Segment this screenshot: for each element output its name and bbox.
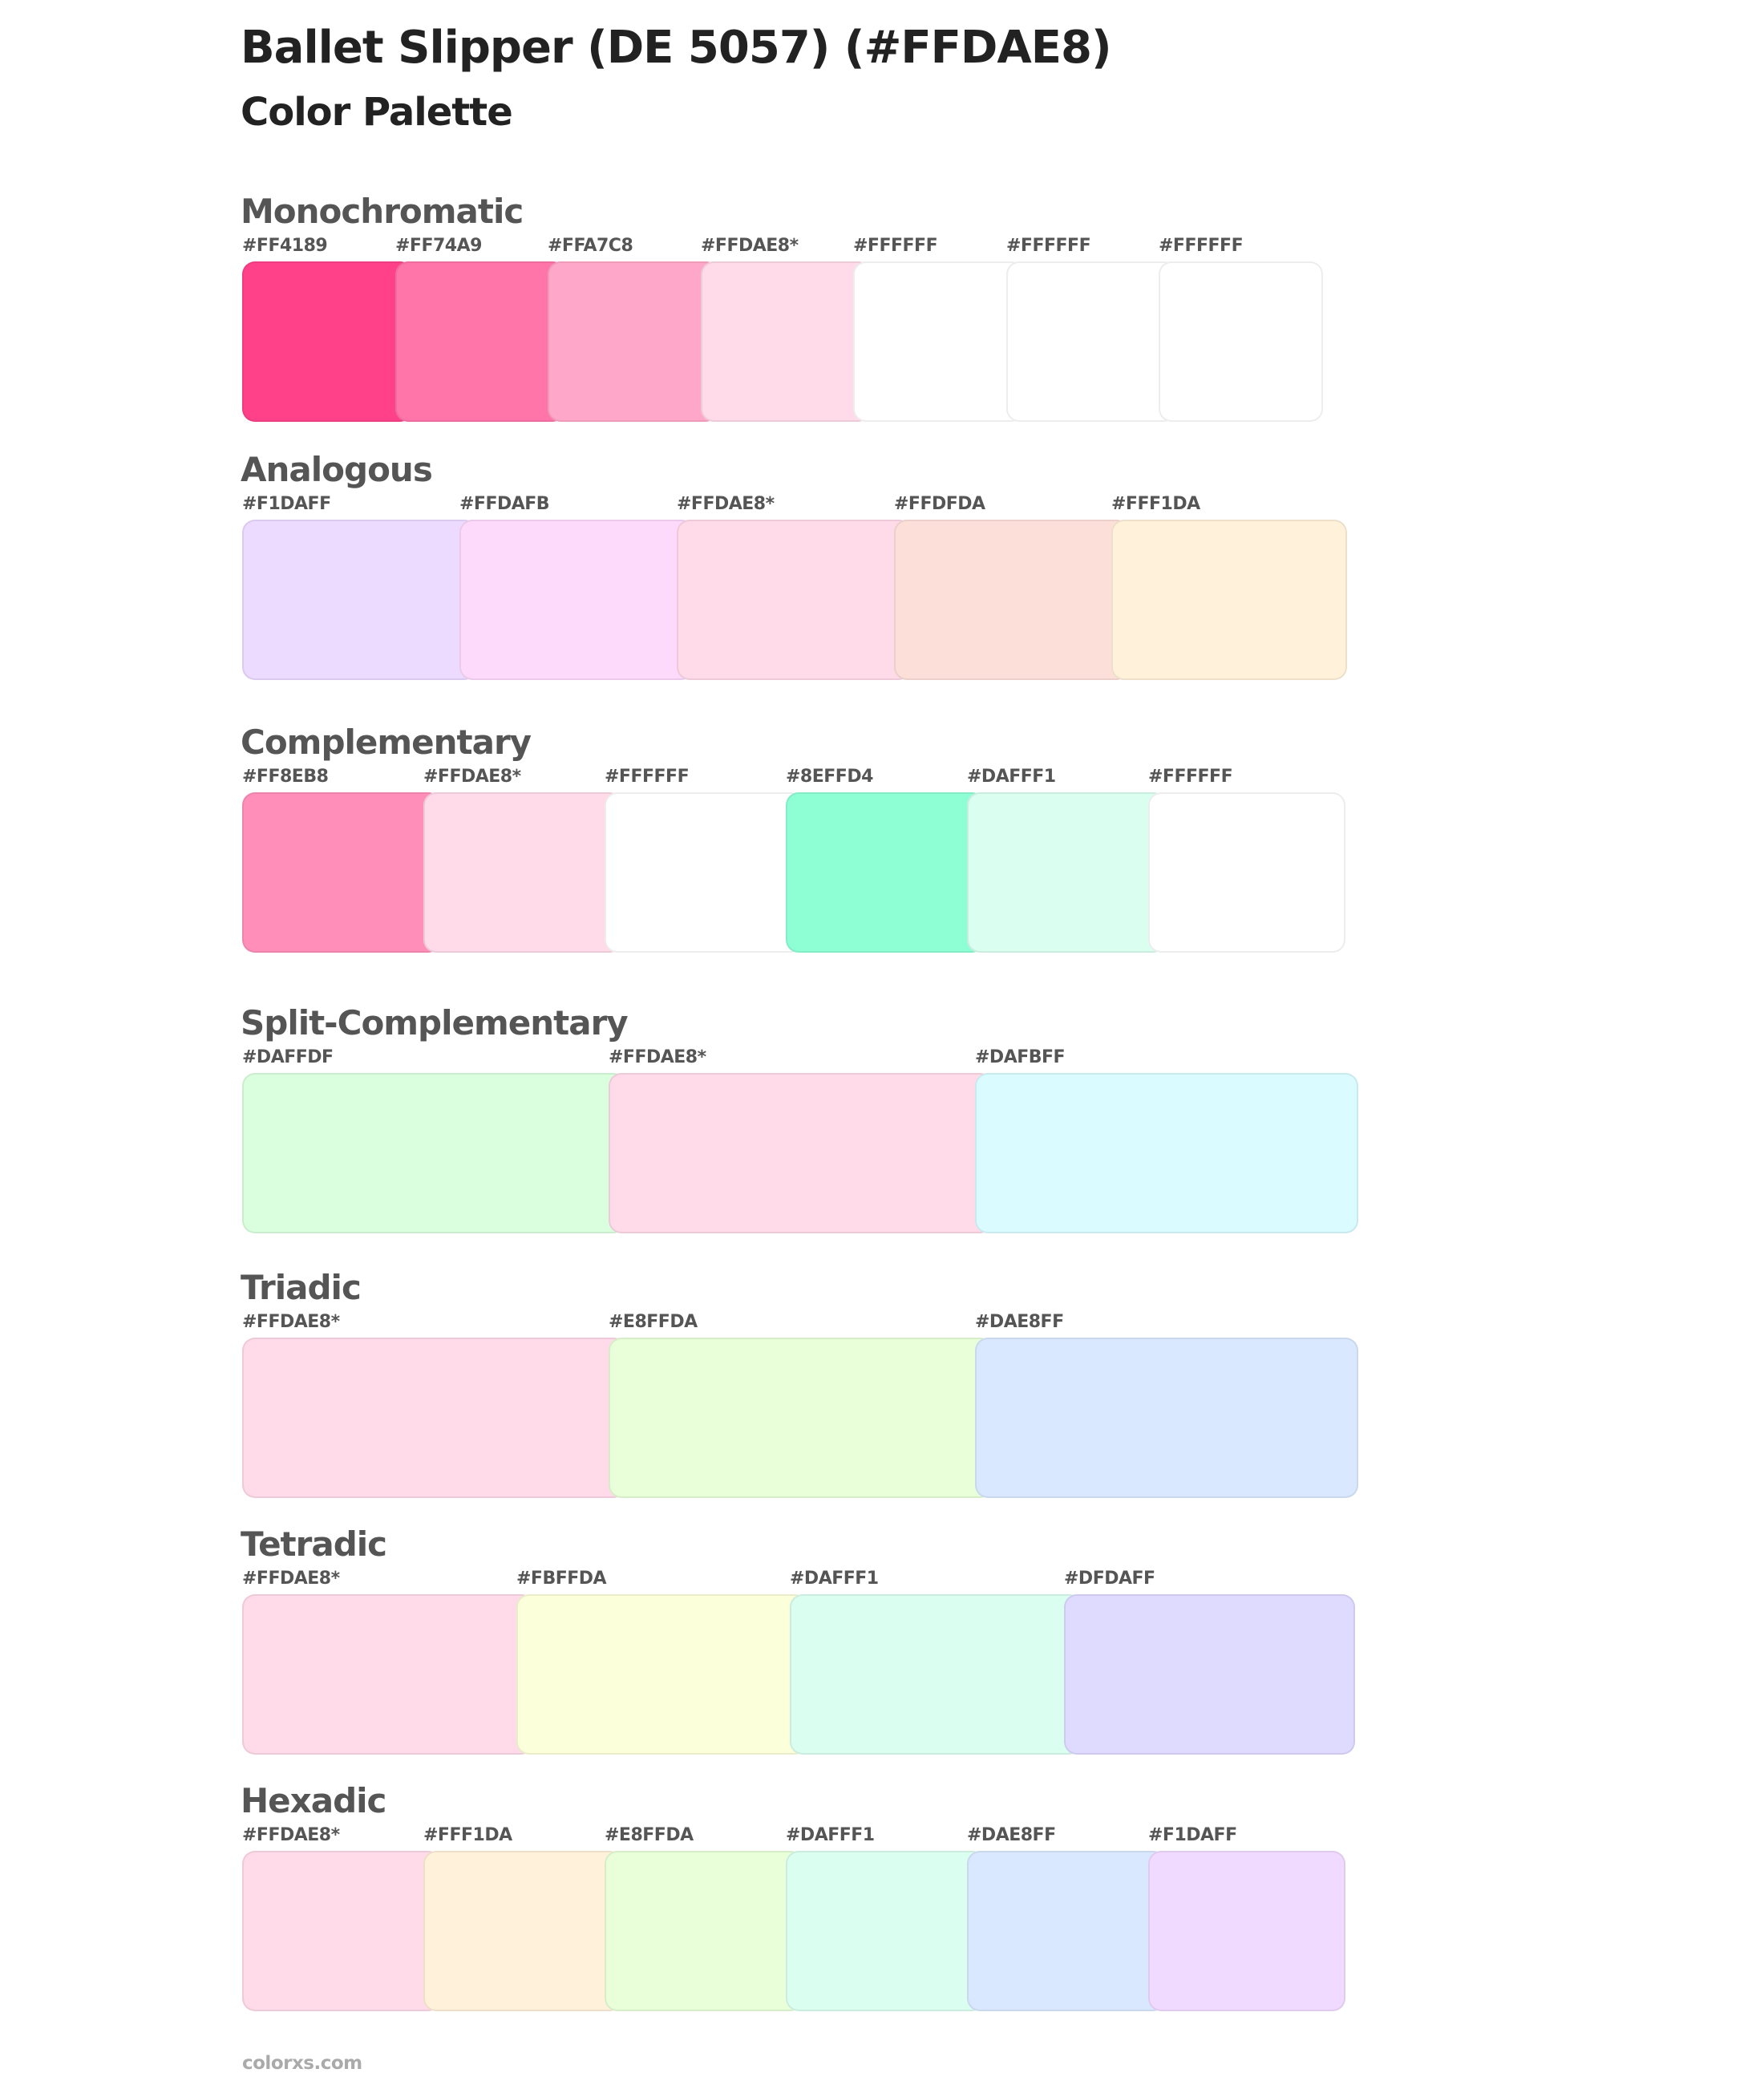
swatch-hex-label: #DAFFDF <box>242 1047 334 1067</box>
swatch-hex-label: #FFDAE8* <box>242 1312 340 1332</box>
swatch-hex-label: #FFDFDA <box>894 494 985 514</box>
color-swatch[interactable] <box>395 261 565 422</box>
color-swatch[interactable] <box>459 520 694 680</box>
swatch-row: #DAFFDF #FFDAE8* #DAFBFF <box>242 1047 1381 1235</box>
swatch-hex-label: #FFFFFF <box>605 767 690 787</box>
site-footer-link[interactable]: colorxs.com <box>242 2053 362 2074</box>
color-swatch[interactable] <box>786 1851 985 2011</box>
swatch-hex-label: #DFDAFF <box>1064 1569 1155 1589</box>
swatch-row: #FF8EB8 #FFDAE8* #FFFFFF #8EFFD4 #DAFFF1 #FFF… <box>242 767 1381 954</box>
color-swatch[interactable] <box>894 520 1129 680</box>
color-swatch[interactable] <box>786 792 985 953</box>
swatch-hex-label: #F1DAFF <box>242 494 331 514</box>
swatch-hex-label: #DAFBFF <box>975 1047 1066 1067</box>
color-swatch[interactable] <box>242 520 477 680</box>
color-swatch[interactable] <box>967 792 1166 953</box>
swatch-hex-label: #FFA7C8 <box>548 236 633 256</box>
swatch-hex-label: #FFDAE8* <box>701 236 799 256</box>
color-swatch[interactable] <box>853 261 1024 422</box>
swatch-hex-label: #FFF1DA <box>1111 494 1200 514</box>
swatch-hex-label: #FFDAFB <box>459 494 550 514</box>
swatch-row: #F1DAFF #FFDAFB #FFDAE8* #FFDFDA #FFF1DA <box>242 494 1381 682</box>
swatch-hex-label: #FF74A9 <box>395 236 482 256</box>
color-swatch[interactable] <box>975 1338 1358 1498</box>
swatch-hex-label: #E8FFDA <box>609 1312 698 1332</box>
swatch-hex-label: #DAFFF1 <box>967 767 1056 787</box>
swatch-row: #FFDAE8* #FBFFDA #DAFFF1 #DFDAFF <box>242 1569 1381 1756</box>
color-swatch[interactable] <box>975 1073 1358 1233</box>
color-swatch[interactable] <box>1111 520 1347 680</box>
swatch-hex-label: #FFDAE8* <box>609 1047 706 1067</box>
swatch-hex-label: #E8FFDA <box>605 1825 694 1845</box>
palette-heading: Monochromatic <box>241 192 524 231</box>
palette-section-split-complementary: Split-Complementary #DAFFDF #FFDAE8* #DAFBF… <box>241 1001 1381 1241</box>
swatch-hex-label: #DAFFF1 <box>786 1825 875 1845</box>
color-swatch[interactable] <box>790 1594 1082 1755</box>
palette-heading: Complementary <box>241 723 532 762</box>
swatch-hex-label: #FFFFFF <box>853 236 938 256</box>
color-swatch[interactable] <box>242 1073 626 1233</box>
swatch-hex-label: #FFF1DA <box>423 1825 512 1845</box>
color-swatch[interactable] <box>605 792 803 953</box>
color-swatch[interactable] <box>1006 261 1176 422</box>
color-swatch[interactable] <box>609 1338 993 1498</box>
swatch-row: #FFDAE8* #E8FFDA #DAE8FF <box>242 1312 1381 1500</box>
color-swatch[interactable] <box>423 792 622 953</box>
swatch-hex-label: #FF8EB8 <box>242 767 329 787</box>
palette-heading: Analogous <box>241 450 433 489</box>
color-swatch[interactable] <box>1148 1851 1345 2011</box>
palette-heading: Triadic <box>241 1268 362 1307</box>
palette-heading: Split-Complementary <box>241 1003 629 1042</box>
palette-section-hexadic: Hexadic #FFDAE8* #FFF1DA #E8FFDA #DAFFF1 #DAE… <box>241 1779 1381 2019</box>
color-swatch[interactable] <box>1159 261 1323 422</box>
swatch-hex-label: #FFFFFF <box>1006 236 1091 256</box>
color-swatch[interactable] <box>609 1073 993 1233</box>
color-swatch[interactable] <box>242 261 413 422</box>
color-swatch[interactable] <box>242 792 441 953</box>
swatch-row: #FFDAE8* #FFF1DA #E8FFDA #DAFFF1 #DAE8FF #F1D… <box>242 1825 1381 2013</box>
swatch-hex-label: #FBFFDA <box>516 1569 607 1589</box>
color-swatch[interactable] <box>548 261 718 422</box>
swatch-hex-label: #8EFFD4 <box>786 767 873 787</box>
swatch-hex-label: #FFDAE8* <box>423 767 521 787</box>
swatch-hex-label: #DAFFF1 <box>790 1569 879 1589</box>
palette-section-analogous: Analogous #F1DAFF #FFDAFB #FFDAE8* #FFDFDA #F… <box>241 447 1381 688</box>
swatch-hex-label: #FFFFFF <box>1159 236 1244 256</box>
color-swatch[interactable] <box>1064 1594 1355 1755</box>
swatch-hex-label: #FF4189 <box>242 236 328 256</box>
swatch-hex-label: #DAE8FF <box>967 1825 1056 1845</box>
palette-section-monochromatic: Monochromatic #FF4189 #FF74A9 #FFA7C8 #FFDAE… <box>241 189 1381 430</box>
color-swatch[interactable] <box>677 520 912 680</box>
color-swatch[interactable] <box>242 1594 534 1755</box>
color-swatch[interactable] <box>605 1851 803 2011</box>
color-swatch[interactable] <box>701 261 871 422</box>
swatch-hex-label: #DAE8FF <box>975 1312 1064 1332</box>
palette-section-tetradic: Tetradic #FFDAE8* #FBFFDA #DAFFF1 #DFDAFF <box>241 1522 1381 1763</box>
palette-section-triadic: Triadic #FFDAE8* #E8FFDA #DAE8FF <box>241 1265 1381 1506</box>
swatch-hex-label: #F1DAFF <box>1148 1825 1237 1845</box>
color-swatch[interactable] <box>242 1338 626 1498</box>
color-swatch[interactable] <box>242 1851 441 2011</box>
color-swatch[interactable] <box>1148 792 1345 953</box>
swatch-row: #FF4189 #FF74A9 #FFA7C8 #FFDAE8* #FFFFFF #FFF… <box>242 236 1381 423</box>
color-swatch[interactable] <box>516 1594 807 1755</box>
swatch-hex-label: #FFFFFF <box>1148 767 1233 787</box>
palette-heading: Tetradic <box>241 1524 387 1564</box>
page-subtitle: Color Palette <box>241 90 513 135</box>
color-swatch[interactable] <box>423 1851 622 2011</box>
page-title: Ballet Slipper (DE 5057) (#FFDAE8) <box>241 22 1112 74</box>
palette-heading: Hexadic <box>241 1781 386 1820</box>
palette-section-complementary: Complementary #FF8EB8 #FFDAE8* #FFFFFF #8EFF… <box>241 720 1381 961</box>
color-swatch[interactable] <box>967 1851 1166 2011</box>
swatch-hex-label: #FFDAE8* <box>242 1569 340 1589</box>
swatch-hex-label: #FFDAE8* <box>677 494 775 514</box>
swatch-hex-label: #FFDAE8* <box>242 1825 340 1845</box>
